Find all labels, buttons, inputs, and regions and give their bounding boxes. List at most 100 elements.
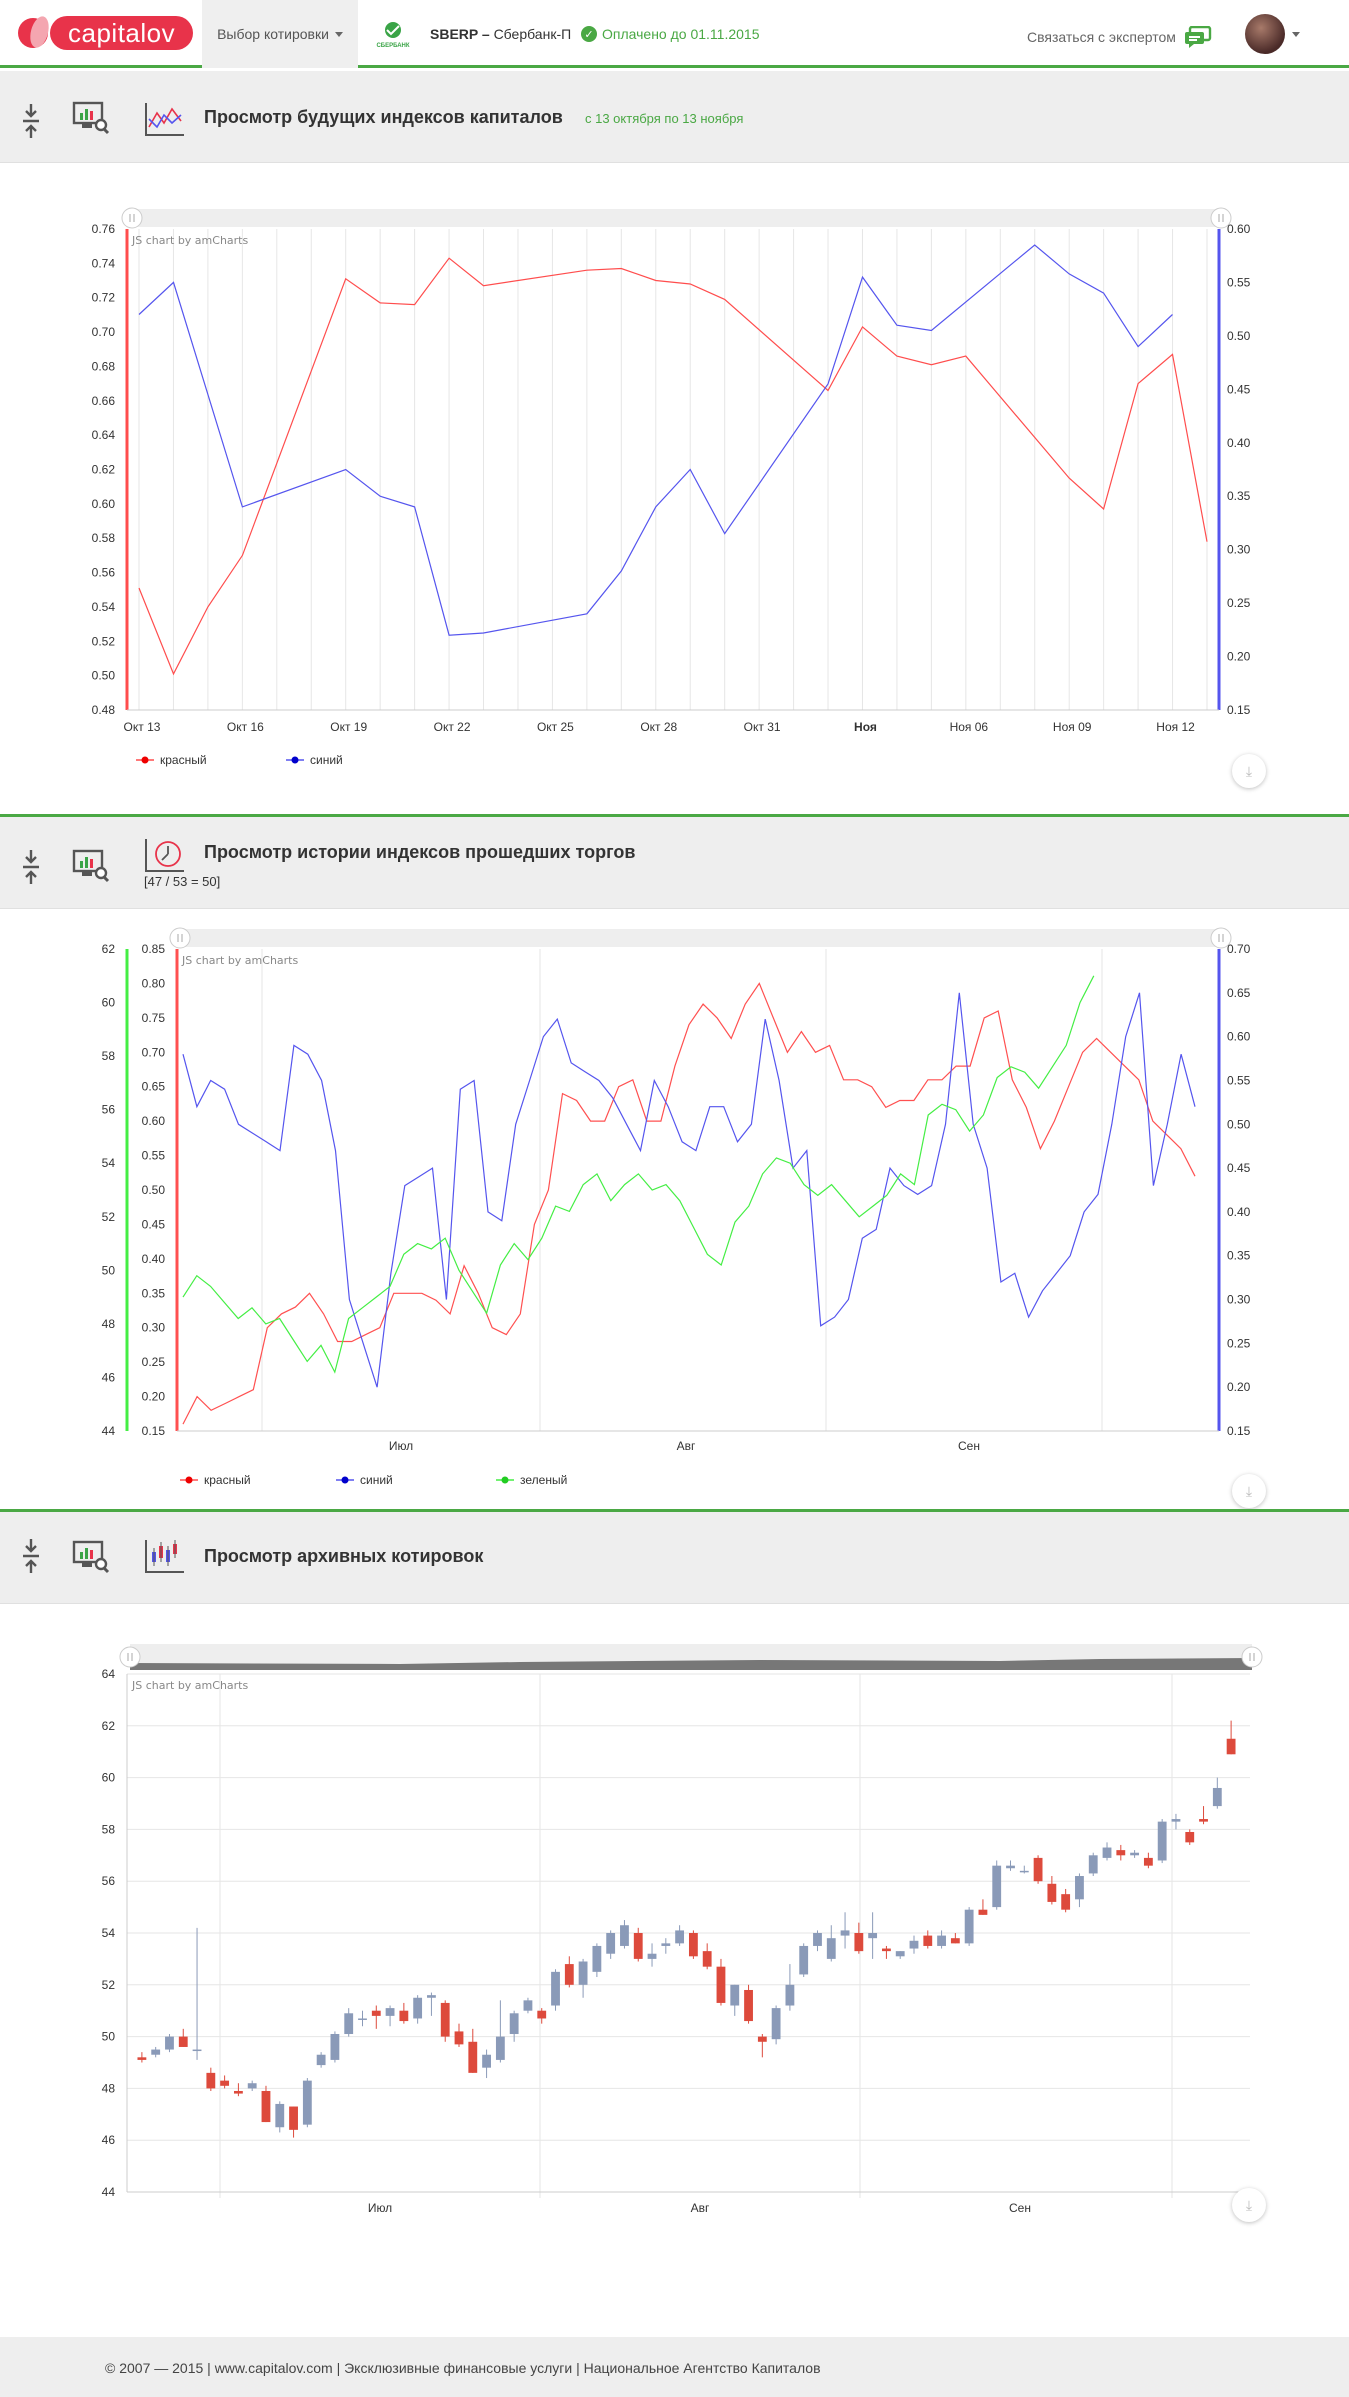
- y-tick-label: 0.15: [142, 1424, 166, 1438]
- capitalov-logo[interactable]: capitalov: [18, 15, 194, 51]
- history-indexes-chart[interactable]: JS chart by amCharts 44 46 48 50 52 54 56 58 60 62…: [0, 909, 1349, 1509]
- candle-body: [385, 2008, 395, 2016]
- ticker-name: Сбербанк-П: [493, 26, 572, 42]
- y-tick-label: 0.30: [1227, 1293, 1251, 1307]
- chart-credit: JS chart by amCharts: [131, 1679, 248, 1692]
- legend-label: красный: [160, 753, 207, 767]
- y-tick-label: 0.20: [1227, 1380, 1251, 1394]
- y-tick-label: 0.50: [1227, 329, 1251, 343]
- collapse-arrows-icon[interactable]: [20, 103, 42, 139]
- chevron-down-icon[interactable]: [1292, 32, 1300, 37]
- candle-body: [661, 1943, 671, 1946]
- candle-body: [1102, 1847, 1112, 1858]
- legend-item-blue[interactable]: синий: [336, 1473, 393, 1487]
- legend-item-red[interactable]: красный: [136, 753, 207, 767]
- y-tick-label: 0.25: [142, 1355, 166, 1369]
- section-note: [47 / 53 = 50]: [144, 874, 221, 889]
- download-icon[interactable]: ⤓: [1232, 1474, 1266, 1508]
- y-tick-label: 60: [102, 996, 116, 1010]
- x-tick-label: Сен: [1009, 2201, 1031, 2215]
- candle-body: [220, 2080, 230, 2086]
- candle-body: [1199, 1819, 1208, 1822]
- monitor-chart-icon[interactable]: [72, 101, 110, 135]
- x-tick-label: Июл: [368, 2201, 392, 2215]
- candle-body: [454, 2031, 464, 2045]
- chart-scrollbar: [180, 929, 1221, 947]
- x-tick-label: Ноя 06: [950, 720, 989, 734]
- candle-body: [1171, 1819, 1181, 1822]
- candle-body: [371, 2010, 381, 2016]
- legend-item-green[interactable]: зеленый: [496, 1473, 567, 1487]
- scrollbar-grip-handle[interactable]: [1241, 1646, 1263, 1668]
- archive-quotes-chart[interactable]: JS chart by amCharts 44 46 48 50 52 54 56 58 60 62…: [0, 1604, 1349, 2224]
- collapse-arrows-icon[interactable]: [20, 849, 42, 885]
- y-tick-label: 0.20: [1227, 650, 1251, 664]
- candle-body: [261, 2090, 271, 2123]
- footer: © 2007 — 2015 | www.capitalov.com | Экск…: [0, 2337, 1349, 2397]
- y-tick-label: 0.66: [92, 394, 116, 408]
- scrollbar-grip-handle[interactable]: [1210, 207, 1232, 229]
- paid-status-text: Оплачено до 01.11.2015: [602, 26, 760, 42]
- candle-body: [606, 1933, 616, 1954]
- y-tick-label: 0.25: [1227, 596, 1251, 610]
- y-tick-label: 0.52: [92, 634, 116, 648]
- section-title: Просмотр архивных котировок: [204, 1546, 484, 1566]
- contact-expert-link[interactable]: Связаться с экспертом: [1027, 26, 1212, 48]
- candle-body: [633, 1933, 643, 1959]
- y-tick-label: 56: [102, 1874, 116, 1888]
- section-future-indexes-header: Просмотр будущих индексов капиталов с 13…: [0, 71, 1349, 163]
- candle-body: [165, 2036, 174, 2050]
- chart-scrollbar: [132, 209, 1221, 227]
- candle-body: [247, 2083, 257, 2089]
- candle-body: [275, 2103, 285, 2128]
- candle-body: [1143, 1857, 1153, 1866]
- candle-body: [702, 1951, 712, 1967]
- y-tick-label: 0.25: [1227, 1336, 1251, 1350]
- download-icon[interactable]: ⤓: [1232, 754, 1266, 788]
- section-title: Просмотр будущих индексов капиталов: [204, 107, 563, 127]
- y-tick-label: 48: [102, 2081, 116, 2095]
- y-tick-label: 54: [102, 1156, 116, 1170]
- grip-icon: [1249, 1653, 1255, 1661]
- candle-body: [813, 1933, 822, 1946]
- quote-select-dropdown[interactable]: Выбор котировки: [202, 0, 358, 68]
- y-tick-label: 0.85: [142, 942, 166, 956]
- y-tick-label: 0.60: [1227, 1030, 1251, 1044]
- candle-body: [647, 1953, 657, 1959]
- x-tick-label: Июл: [389, 1439, 413, 1453]
- y-tick-label: 0.50: [92, 669, 116, 683]
- scrollbar-grip-handle[interactable]: [119, 1646, 141, 1668]
- x-tick-label: Окт 19: [330, 720, 367, 734]
- y-tick-label: 0.15: [1227, 703, 1251, 717]
- scrollbar-grip-handle[interactable]: [169, 927, 191, 949]
- scrollbar-grip-handle[interactable]: [1210, 927, 1232, 949]
- candle-body: [330, 2034, 340, 2060]
- candle-body: [730, 1984, 740, 2006]
- candle-body: [551, 1971, 560, 2006]
- section-divider: [0, 1509, 1349, 1512]
- chart-credit: JS chart by amCharts: [131, 234, 248, 247]
- y-tick-label: 44: [102, 1424, 116, 1438]
- download-icon[interactable]: ⤓: [1232, 2188, 1266, 2222]
- legend-item-red[interactable]: красный: [180, 1473, 251, 1487]
- candle-body: [399, 2010, 409, 2022]
- collapse-arrows-icon[interactable]: [20, 1538, 42, 1574]
- legend-item-blue[interactable]: синий: [286, 753, 343, 767]
- y-tick-label: 58: [102, 1822, 116, 1836]
- y-tick-label: 44: [102, 2185, 116, 2199]
- grip-icon: [1218, 214, 1224, 222]
- candle-body: [233, 2090, 243, 2094]
- line-chart-icon: [145, 103, 184, 136]
- y-tick-label: 60: [102, 1771, 116, 1785]
- avatar[interactable]: [1245, 14, 1285, 54]
- scrollbar-grip-handle[interactable]: [121, 207, 143, 229]
- monitor-chart-icon[interactable]: [72, 1540, 110, 1574]
- top-navbar: capitalov Выбор котировки СБЕРБАНК SBERP…: [0, 0, 1349, 68]
- candle-body: [1075, 1876, 1084, 1900]
- candle-body: [744, 1989, 753, 2022]
- future-indexes-chart[interactable]: JS chart by amCharts 0.48 0.50 0.52 0.54 0.56…: [0, 163, 1349, 813]
- y-tick-label: 0.70: [92, 325, 116, 339]
- monitor-chart-icon[interactable]: [72, 849, 110, 883]
- candle-body: [799, 1945, 809, 1975]
- y-tick-label: 0.75: [142, 1011, 166, 1025]
